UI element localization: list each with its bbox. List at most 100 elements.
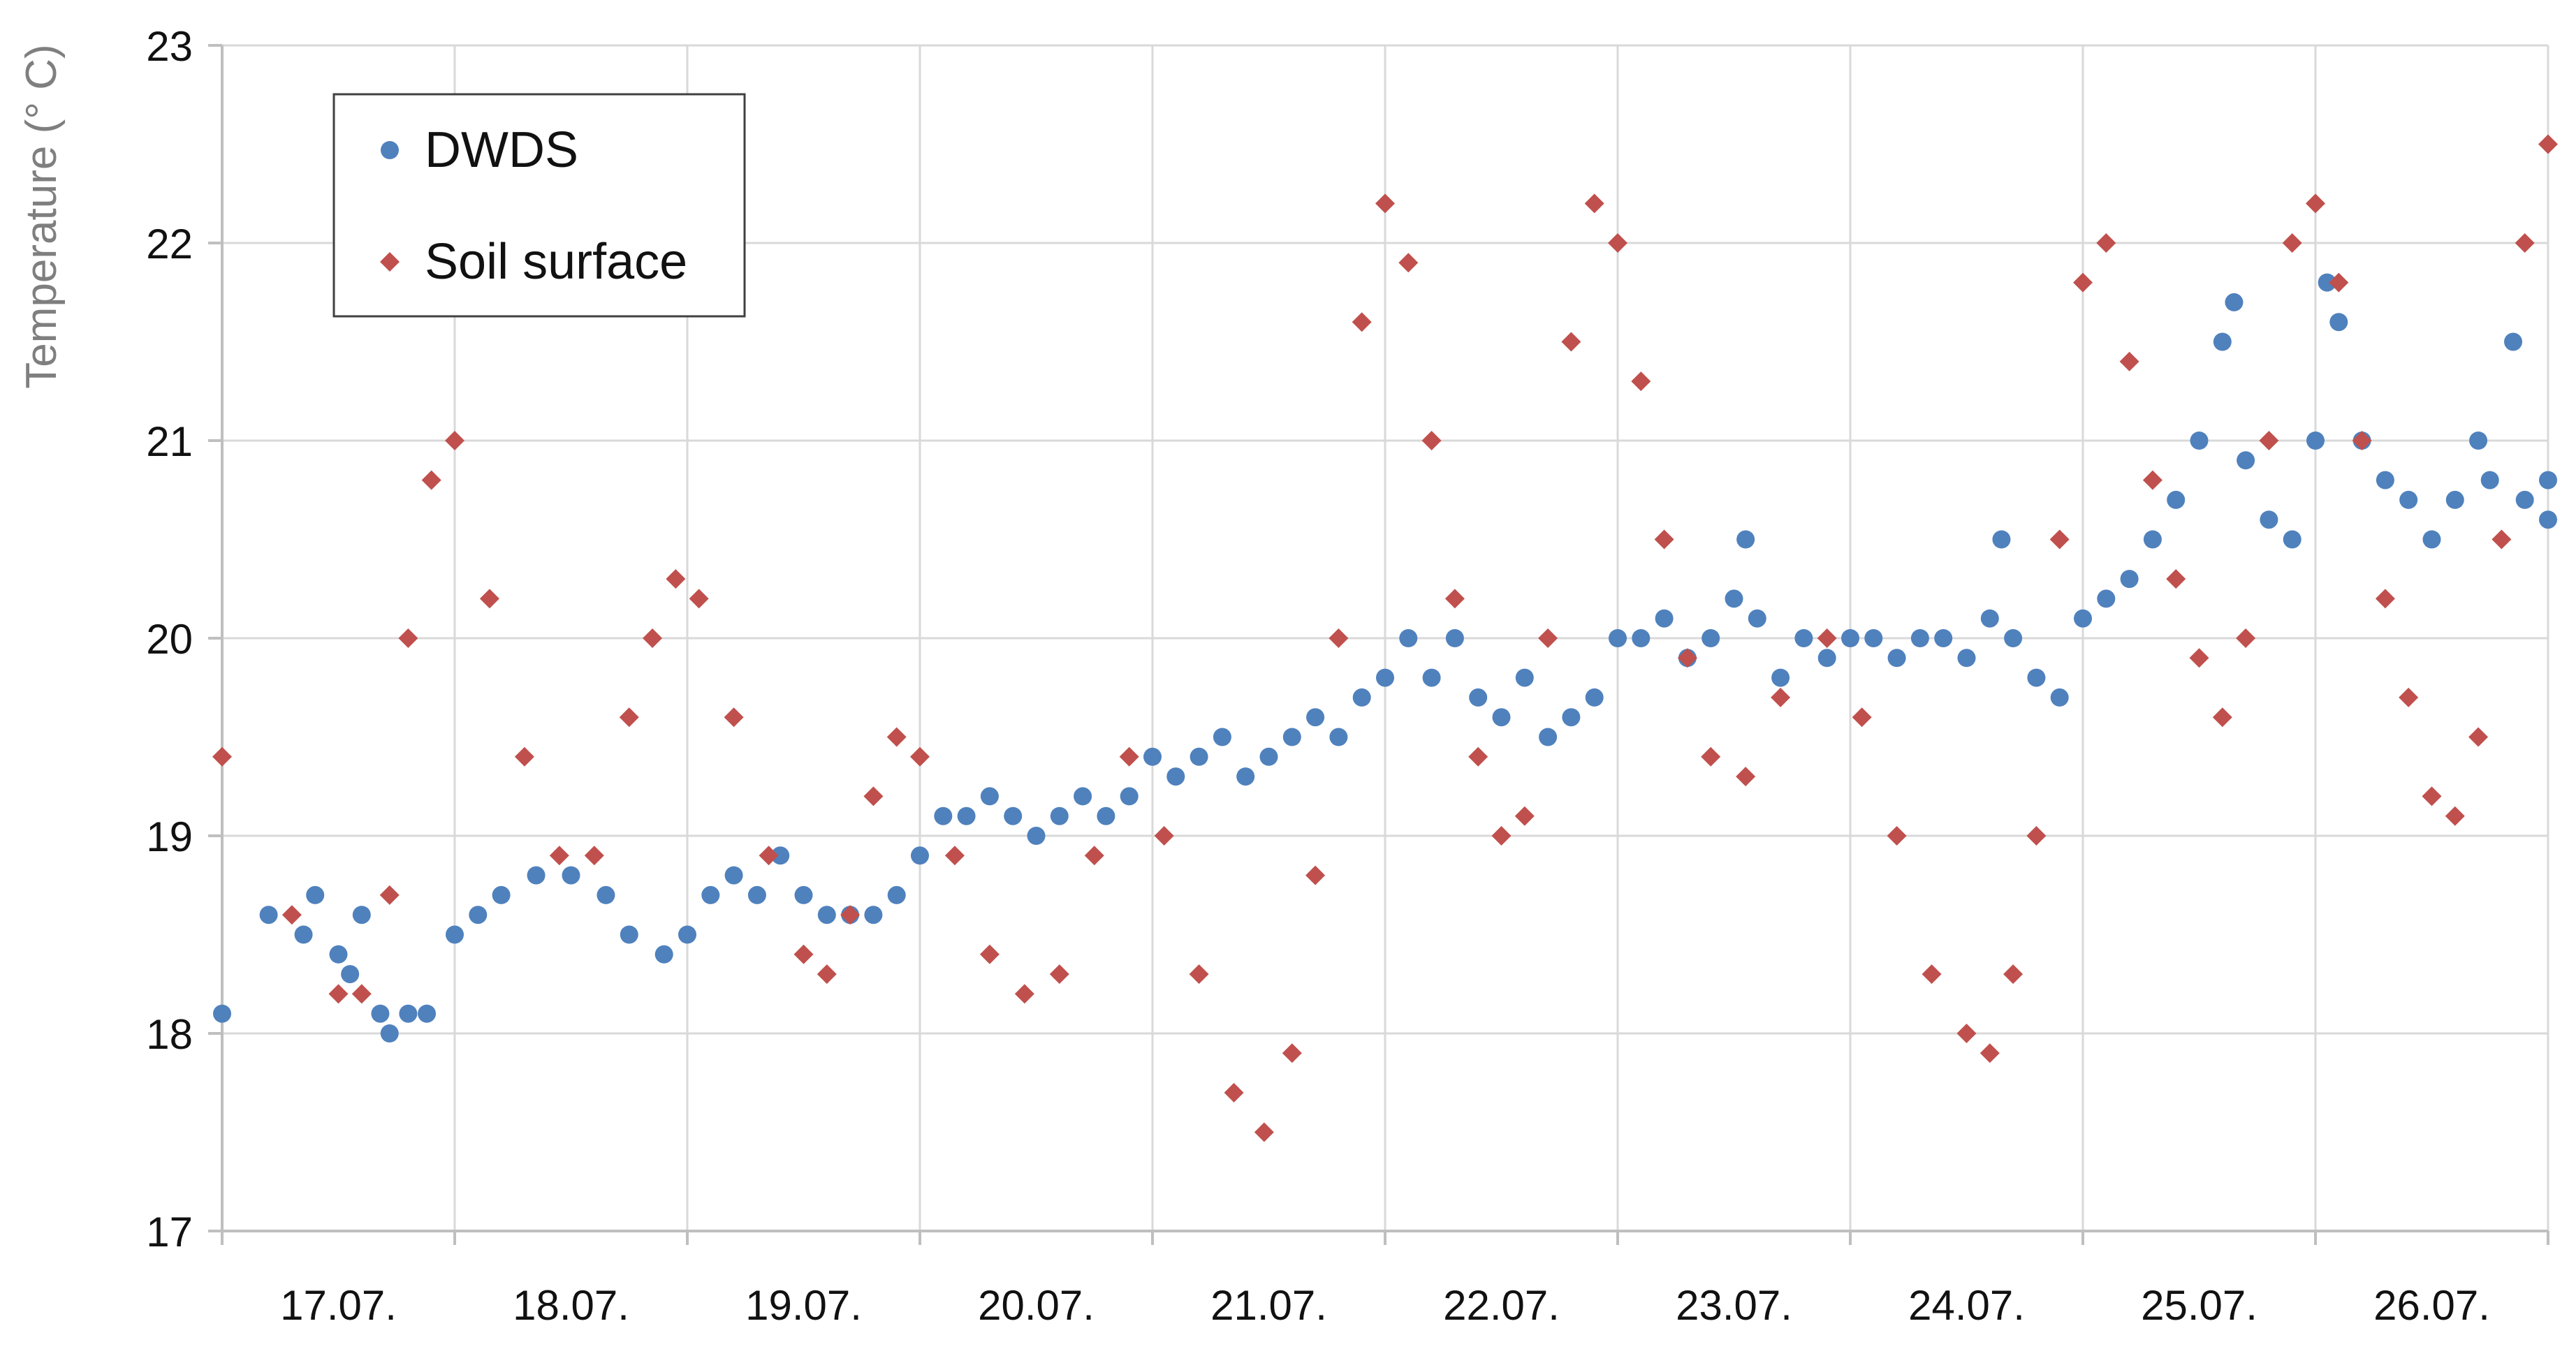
data-point (934, 806, 953, 825)
data-point (1887, 649, 1906, 668)
data-point (259, 906, 278, 924)
data-point (281, 905, 302, 925)
data-point (863, 786, 884, 806)
data-point (1445, 629, 1464, 647)
data-point (2097, 589, 2116, 608)
data-point (328, 984, 349, 1004)
data-point (1049, 964, 1069, 985)
data-point (1004, 806, 1023, 825)
x-tick-label: 18.07. (513, 1282, 629, 1329)
x-tick-label: 20.07. (978, 1282, 1095, 1329)
data-point (399, 1004, 418, 1023)
data-point (643, 628, 663, 648)
data-point (1398, 253, 1419, 273)
data-point (724, 866, 743, 885)
x-tick-labels: 17.07. 18.07. 19.07. 20.07. 21.07. 22.07. 23.0… (280, 1282, 2490, 1329)
data-point (2306, 432, 2325, 450)
x-tick-label: 22.07. (1443, 1282, 1560, 1329)
data-point (1736, 767, 1756, 787)
y-tick-labels: 17 18 19 20 21 22 23 (146, 23, 193, 1255)
data-point (514, 746, 534, 767)
data-point (2539, 510, 2557, 529)
data-point (911, 846, 929, 865)
data-point (2515, 233, 2535, 253)
data-point (329, 945, 348, 964)
data-point (2190, 432, 2209, 450)
data-point (1771, 687, 1791, 707)
data-point (380, 1024, 399, 1042)
legend-marker (380, 252, 400, 272)
data-point (2445, 490, 2464, 509)
y-tick-label: 22 (146, 221, 193, 267)
data-point (421, 470, 441, 490)
data-point (1585, 688, 1604, 707)
x-tick-label: 26.07. (2373, 1282, 2490, 1329)
data-point (794, 885, 813, 904)
data-point (2213, 332, 2232, 351)
x-tick-label: 23.07. (1676, 1282, 1792, 1329)
data-point (2399, 490, 2418, 509)
data-point (2142, 470, 2162, 490)
data-point (1736, 530, 1755, 549)
data-point (1956, 1024, 1977, 1043)
data-point (2445, 806, 2465, 826)
data-point (1922, 964, 1942, 985)
data-point (666, 569, 686, 589)
data-point (701, 885, 720, 904)
data-point (2049, 529, 2070, 550)
legend: DWDS Soil surface (332, 93, 746, 318)
data-point (1631, 371, 1651, 392)
data-point (1422, 668, 1441, 687)
data-point (864, 906, 883, 924)
data-point (1632, 629, 1651, 647)
data-point (1375, 193, 1395, 214)
y-tick-label: 19 (146, 813, 193, 860)
legend-label: Soil surface (425, 234, 687, 290)
y-tick-label: 21 (146, 418, 193, 465)
data-point (1562, 708, 1581, 727)
data-point (1166, 767, 1185, 786)
data-point (1748, 609, 1766, 628)
x-tick-label: 24.07. (1908, 1282, 2025, 1329)
data-point (1376, 668, 1394, 687)
data-point (2306, 193, 2325, 214)
data-point (1492, 708, 1511, 727)
data-point (1584, 193, 1604, 214)
data-point (654, 945, 673, 964)
data-point (351, 984, 372, 1004)
data-point (1887, 826, 1907, 846)
data-point (1097, 806, 1115, 825)
data-point (371, 1004, 390, 1023)
data-point (620, 925, 638, 944)
data-point (979, 944, 1000, 964)
data-point (1119, 746, 1139, 767)
data-point (2003, 964, 2024, 985)
data-point (817, 906, 836, 924)
data-point (2237, 451, 2255, 470)
data-point (1014, 984, 1034, 1004)
data-point (1864, 629, 1883, 647)
data-point (549, 846, 569, 866)
data-point (1469, 688, 1488, 707)
data-point (1771, 668, 1790, 687)
data-point (793, 944, 814, 964)
data-point (1980, 609, 1999, 628)
data-point (910, 746, 930, 767)
data-point (1992, 530, 2011, 549)
data-point (1352, 688, 1371, 707)
legend-box (332, 93, 746, 318)
data-point (1444, 589, 1465, 609)
data-point (469, 906, 488, 924)
y-tick-label: 20 (146, 616, 193, 663)
data-point (2073, 272, 2093, 293)
data-point (2282, 233, 2302, 253)
data-point (2189, 648, 2209, 668)
data-point (2376, 471, 2394, 489)
data-point (492, 885, 511, 904)
data-series (212, 134, 2558, 1142)
x-tick-label: 25.07. (2141, 1282, 2257, 1329)
data-point (840, 905, 861, 925)
data-point (1027, 827, 1046, 845)
series-soil-surface (212, 134, 2558, 1142)
data-point (2212, 707, 2232, 728)
